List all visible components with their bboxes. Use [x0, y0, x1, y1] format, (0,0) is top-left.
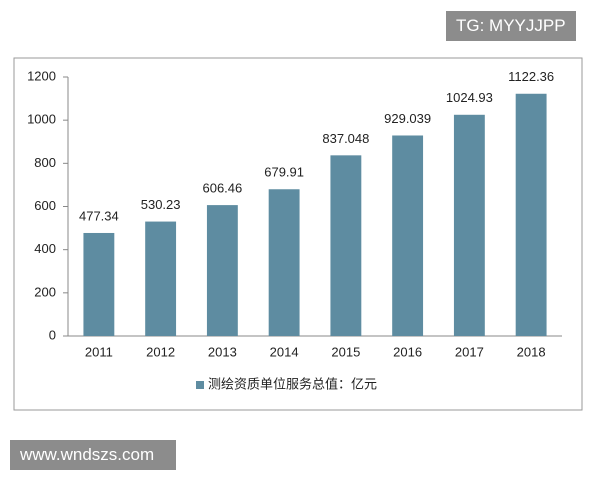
bar [145, 221, 177, 336]
x-tick-label: 2015 [331, 344, 360, 359]
bar [330, 155, 362, 336]
x-tick-label: 2013 [208, 344, 237, 359]
chart: 0 200 400 600 800 1000 1200 2011 2012 2013 2014 201… [13, 57, 583, 411]
x-tick-label: 2016 [393, 344, 422, 359]
chart-frame [13, 57, 583, 411]
y-tick-label: 1000 [27, 112, 56, 127]
data-label: 679.91 [264, 165, 304, 180]
y-tick-label: 200 [34, 284, 56, 299]
bar [83, 232, 115, 336]
y-tick-label: 600 [34, 198, 56, 213]
watermark: TG: MYYJJPP [446, 11, 576, 41]
bar [453, 114, 485, 336]
x-tick-label: 2014 [270, 344, 299, 359]
y-tick-label: 1200 [27, 68, 56, 83]
y-tick-label: 400 [34, 241, 56, 256]
data-label: 837.048 [322, 131, 369, 146]
data-label: 1024.93 [446, 90, 493, 105]
watermark: www.wndszs.com [10, 440, 176, 470]
legend-swatch [196, 381, 204, 389]
bar [206, 205, 238, 336]
x-tick-label: 2011 [85, 344, 113, 359]
bar [515, 93, 547, 337]
x-tick-label: 2017 [455, 344, 484, 359]
data-label: 477.34 [79, 208, 119, 223]
data-label: 606.46 [202, 181, 242, 196]
x-tick-label: 2012 [146, 344, 175, 359]
bar [268, 189, 300, 336]
data-label: 530.23 [141, 197, 181, 212]
x-tick-label: 2018 [517, 344, 546, 359]
data-label: 929.039 [384, 111, 431, 126]
y-tick-label: 0 [49, 327, 56, 342]
legend-label: 测绘资质单位服务总值：亿元 [208, 376, 377, 391]
data-label: 1122.36 [508, 69, 554, 84]
y-tick-label: 800 [34, 155, 56, 170]
bar [392, 135, 424, 336]
